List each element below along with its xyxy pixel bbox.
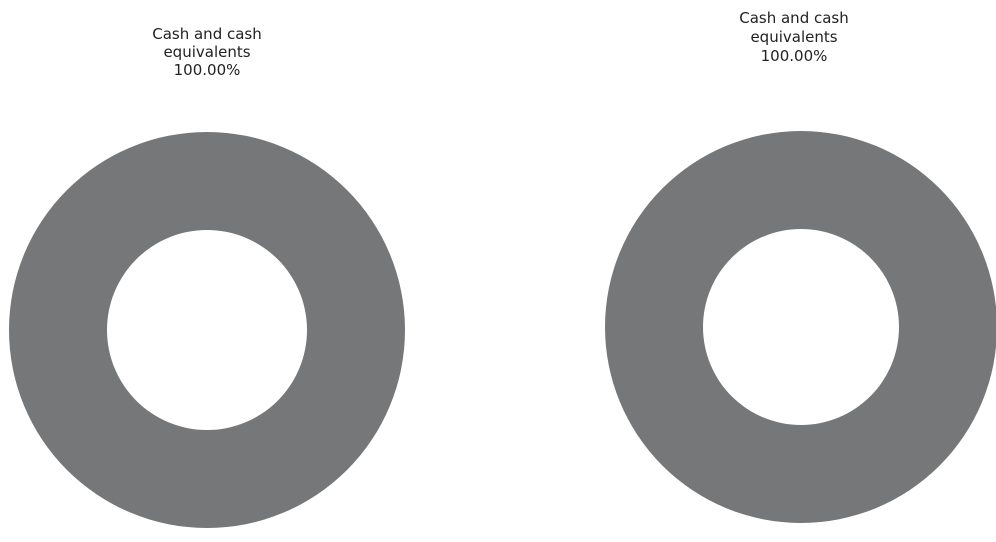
slice-label-line-1: Cash and cash [739, 9, 849, 27]
slice-label-line-2: equivalents [163, 43, 250, 61]
donut-chart-right: Cash and cash equivalents 100.00% [605, 9, 996, 523]
donut-slice-cash-left [9, 132, 405, 528]
donut-slice-cash-right [605, 131, 996, 523]
slice-value-label: 100.00% [761, 47, 828, 65]
slice-label-line-1: Cash and cash [152, 25, 262, 43]
slice-value-label: 100.00% [174, 61, 241, 79]
slice-label-line-2: equivalents [750, 28, 837, 46]
donut-chart-left: Cash and cash equivalents 100.00% [9, 25, 405, 528]
